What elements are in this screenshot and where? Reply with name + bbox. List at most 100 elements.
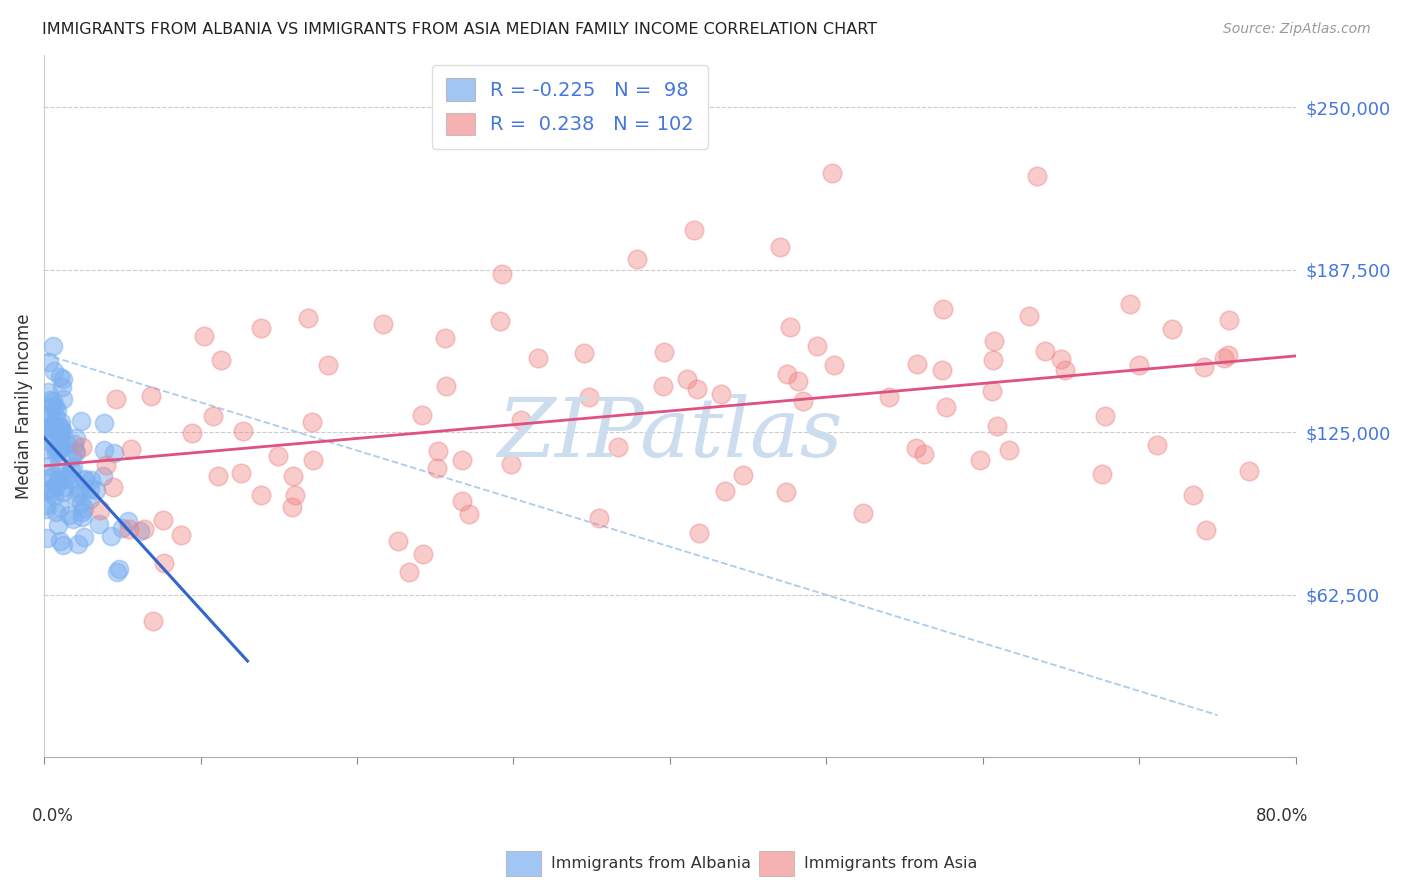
Point xyxy=(73,472,96,486)
Point xyxy=(42,363,65,377)
Point xyxy=(905,357,928,371)
Point xyxy=(301,415,323,429)
Point xyxy=(152,513,174,527)
Point xyxy=(387,534,409,549)
Point xyxy=(46,518,69,533)
Point xyxy=(70,509,93,524)
Point xyxy=(37,384,59,399)
Point xyxy=(35,409,58,423)
Point xyxy=(904,441,927,455)
Point xyxy=(37,434,59,448)
Point xyxy=(434,378,457,392)
Point xyxy=(41,339,63,353)
Point xyxy=(93,442,115,457)
Point xyxy=(38,393,60,408)
Point xyxy=(491,267,513,281)
Point xyxy=(202,409,225,424)
Point xyxy=(63,437,86,451)
Point xyxy=(651,379,673,393)
Point xyxy=(207,468,229,483)
Point xyxy=(39,482,62,496)
Point xyxy=(46,403,69,417)
Point xyxy=(52,538,75,552)
Text: 0.0%: 0.0% xyxy=(31,806,73,824)
Point xyxy=(714,484,737,499)
Point xyxy=(931,363,953,377)
Point xyxy=(117,514,139,528)
Point xyxy=(65,490,87,504)
Point xyxy=(1050,352,1073,367)
Point xyxy=(52,392,75,406)
Point xyxy=(46,473,69,487)
Point xyxy=(139,389,162,403)
Point xyxy=(283,468,305,483)
Point xyxy=(49,442,72,456)
Point xyxy=(280,500,302,514)
Point xyxy=(108,562,131,576)
Text: ZIPatlas: ZIPatlas xyxy=(498,394,842,475)
Point xyxy=(488,314,510,328)
Point xyxy=(38,471,60,485)
Point xyxy=(34,502,56,516)
Point xyxy=(426,444,449,458)
Point xyxy=(79,492,101,507)
Point xyxy=(73,530,96,544)
Point xyxy=(46,444,69,458)
Point xyxy=(1146,438,1168,452)
Text: Immigrants from Asia: Immigrants from Asia xyxy=(804,856,977,871)
Point xyxy=(652,345,675,359)
Point xyxy=(73,473,96,487)
Point xyxy=(52,425,75,439)
Point xyxy=(981,384,1004,398)
Point xyxy=(42,469,65,483)
Point xyxy=(42,425,65,440)
Point xyxy=(89,503,111,517)
Point xyxy=(451,494,474,508)
Point xyxy=(45,505,67,519)
Point xyxy=(792,394,814,409)
Point xyxy=(94,458,117,472)
Point xyxy=(35,420,58,434)
Point xyxy=(79,482,101,496)
Point xyxy=(49,415,72,429)
Point xyxy=(153,556,176,570)
Point xyxy=(100,529,122,543)
Point xyxy=(48,472,70,486)
Point xyxy=(769,240,792,254)
Point xyxy=(45,410,67,425)
Point xyxy=(775,484,797,499)
Point xyxy=(35,532,58,546)
Point xyxy=(59,462,82,476)
Point xyxy=(1212,351,1234,366)
Point xyxy=(1181,488,1204,502)
Point xyxy=(731,468,754,483)
Point xyxy=(779,319,801,334)
Point xyxy=(1091,467,1114,481)
Point xyxy=(51,419,73,434)
Text: Source: ZipAtlas.com: Source: ZipAtlas.com xyxy=(1223,22,1371,37)
Point xyxy=(44,401,66,415)
Point xyxy=(912,447,935,461)
Point xyxy=(134,523,156,537)
Point xyxy=(128,524,150,538)
Point xyxy=(53,480,76,494)
Point xyxy=(776,367,799,381)
Point xyxy=(250,321,273,335)
Point xyxy=(49,424,72,438)
Point xyxy=(65,445,87,459)
Point xyxy=(626,252,648,267)
Point xyxy=(93,417,115,431)
Point xyxy=(1119,296,1142,310)
Point xyxy=(48,426,70,441)
Point xyxy=(935,400,957,414)
Point xyxy=(250,487,273,501)
Point xyxy=(48,369,70,384)
Point xyxy=(710,387,733,401)
Point xyxy=(48,500,70,514)
Point xyxy=(66,536,89,550)
Point xyxy=(169,528,191,542)
Point xyxy=(509,413,531,427)
Point xyxy=(688,526,710,541)
Point xyxy=(316,358,339,372)
Point xyxy=(786,374,808,388)
